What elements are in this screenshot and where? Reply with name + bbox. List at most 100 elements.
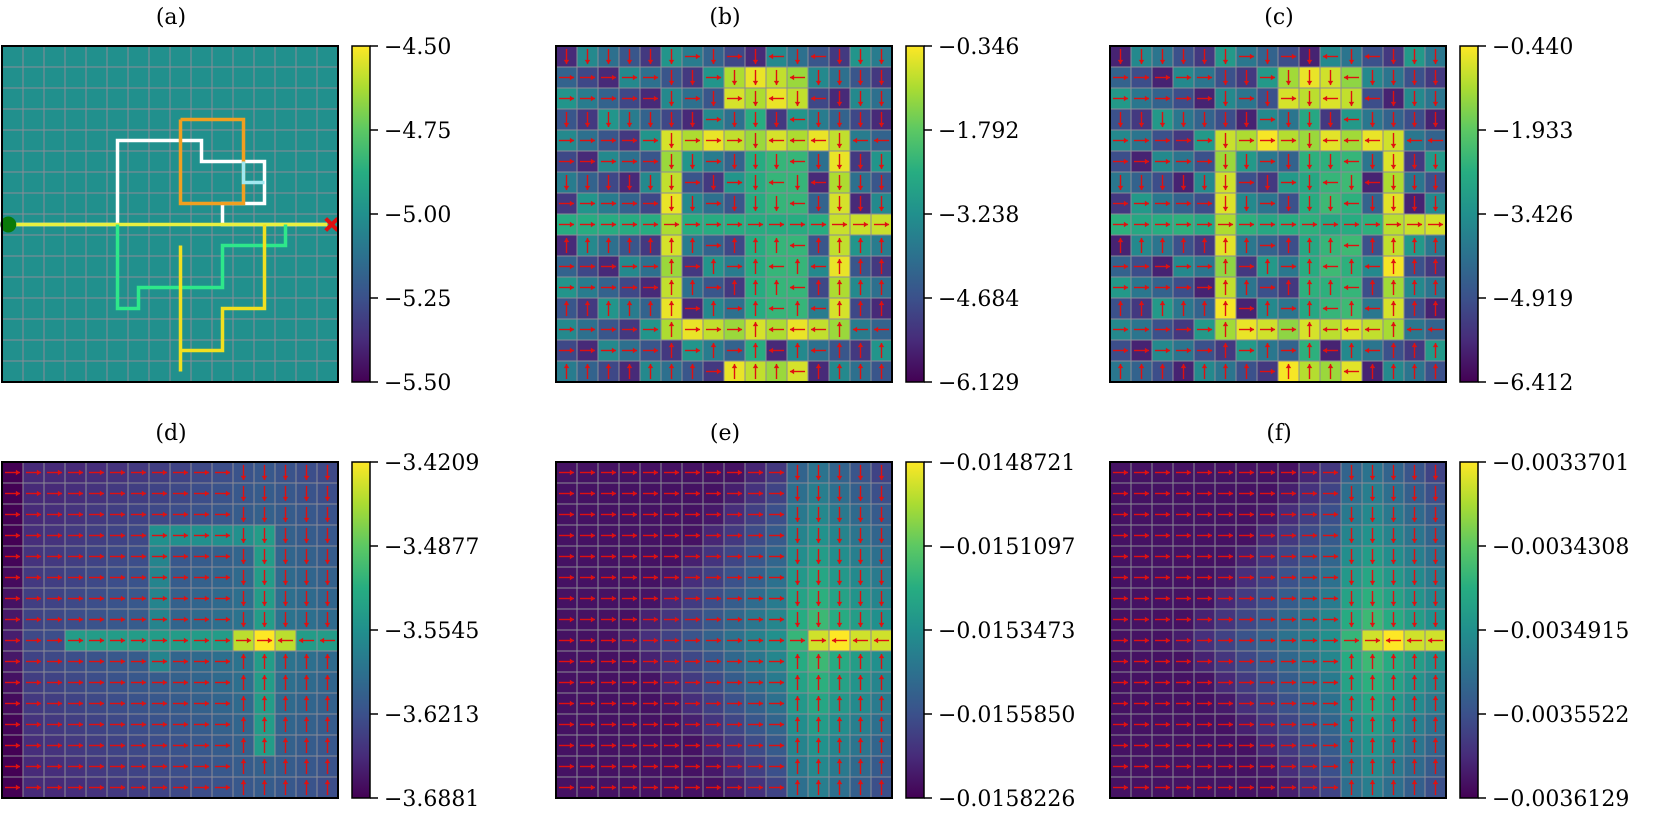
policy-arrowhead: [1117, 300, 1124, 306]
policy-arrowhead: [1207, 284, 1213, 291]
policy-arrowhead: [261, 779, 268, 785]
policy-arrowhead: [668, 59, 675, 65]
policy-arrowhead: [1270, 469, 1276, 476]
policy-arrowhead: [1306, 321, 1313, 327]
policy-arrowhead: [1432, 496, 1439, 502]
policy-arrowhead: [737, 469, 743, 476]
policy-arrowhead: [857, 737, 864, 743]
policy-arrowhead: [282, 559, 289, 565]
policy-arrowhead: [1228, 742, 1234, 749]
panel-title-a: (a): [156, 5, 186, 30]
heatmap-cell: [128, 109, 150, 131]
heatmap-cell: [86, 298, 108, 320]
policy-arrowhead: [78, 721, 84, 728]
policy-arrowhead: [1249, 679, 1255, 686]
policy-arrowhead: [1432, 674, 1439, 680]
policy-arrowhead: [752, 185, 759, 191]
policy-arrowhead: [1186, 616, 1192, 623]
policy-arrowhead: [653, 326, 659, 333]
heatmap-cell: [233, 340, 255, 362]
heatmap-cell: [65, 256, 87, 278]
policy-arrowhead: [773, 122, 780, 128]
policy-arrowhead: [1186, 574, 1192, 581]
policy-arrowhead: [1207, 553, 1213, 560]
policy-arrowhead: [1291, 53, 1297, 60]
policy-arrowhead: [1243, 237, 1250, 243]
policy-arrowhead: [569, 763, 575, 770]
policy-arrowhead: [1270, 784, 1276, 791]
policy-arrowhead: [225, 637, 231, 644]
policy-arrowhead: [1411, 122, 1418, 128]
policy-arrowhead: [836, 475, 843, 481]
policy-arrowhead: [1186, 700, 1192, 707]
policy-arrowhead: [1249, 784, 1255, 791]
policy-arrowhead: [1432, 300, 1439, 306]
heatmap-cell: [296, 319, 318, 341]
policy-arrowhead: [1291, 347, 1297, 354]
policy-arrowhead: [204, 700, 210, 707]
policy-arrowhead: [240, 580, 247, 586]
policy-arrowhead: [1165, 347, 1171, 354]
policy-arrowhead: [779, 658, 785, 665]
policy-arrowhead: [1348, 300, 1355, 306]
policy-arrowhead: [653, 532, 659, 539]
policy-arrowhead: [605, 185, 612, 191]
plot-frame: [555, 45, 893, 383]
policy-arrowhead: [632, 553, 638, 560]
policy-arrowhead: [240, 758, 247, 764]
policy-arrowhead: [710, 258, 717, 264]
policy-arrowhead: [120, 721, 126, 728]
policy-arrowhead: [1117, 122, 1124, 128]
policy-arrowhead: [779, 763, 785, 770]
policy-arrowhead: [1343, 116, 1349, 123]
policy-arrowhead: [668, 143, 675, 149]
heatmap-cell: [233, 277, 255, 299]
policy-arrowhead: [261, 538, 268, 544]
policy-arrowhead: [752, 164, 759, 170]
policy-arrowhead: [779, 574, 785, 581]
heatmap-cell: [65, 277, 87, 299]
heatmap-cell: [128, 172, 150, 194]
policy-arrowhead: [1186, 679, 1192, 686]
policy-arrowhead: [1306, 279, 1313, 285]
policy-arrowhead: [1312, 784, 1318, 791]
colorbar: [1459, 461, 1479, 799]
policy-arrowhead: [1369, 279, 1376, 285]
policy-arrowhead: [1348, 622, 1355, 628]
policy-arrowhead: [1159, 300, 1166, 306]
heatmap-cell: [44, 130, 66, 152]
policy-arrowhead: [590, 532, 596, 539]
policy-arrowhead: [810, 95, 816, 102]
policy-arrowhead: [1348, 737, 1355, 743]
policy-arrowhead: [815, 475, 822, 481]
panel-title-e: (e): [710, 421, 740, 446]
policy-arrowhead: [1369, 475, 1376, 481]
policy-arrowhead: [1186, 137, 1192, 144]
policy-arrowhead: [1375, 637, 1381, 644]
policy-arrowhead: [647, 122, 654, 128]
colorbar-tick-label: −6.129: [938, 371, 1019, 396]
policy-arrowhead: [789, 242, 795, 249]
policy-arrowhead: [794, 758, 801, 764]
policy-arrowhead: [1348, 101, 1355, 107]
colorbar-tick-label: −0.0155850: [938, 703, 1075, 728]
policy-arrowhead: [878, 674, 885, 680]
policy-arrowhead: [183, 742, 189, 749]
heatmap-cell: [317, 256, 339, 278]
policy-arrowhead: [752, 206, 759, 212]
policy-arrowhead: [689, 80, 696, 86]
policy-arrowhead: [1165, 511, 1171, 518]
policy-arrowhead: [1270, 158, 1276, 165]
policy-arrowhead: [605, 59, 612, 65]
policy-arrowhead: [1348, 716, 1355, 722]
policy-arrowhead: [1411, 737, 1418, 743]
policy-arrowhead: [1144, 158, 1150, 165]
policy-arrowhead: [653, 511, 659, 518]
heatmap-cell: [23, 235, 45, 257]
heatmap-cell: [2, 235, 24, 257]
policy-arrowhead: [590, 700, 596, 707]
policy-arrowhead: [836, 279, 843, 285]
heatmap-cell: [149, 46, 171, 68]
policy-arrowhead: [878, 496, 885, 502]
policy-arrowhead: [794, 517, 801, 523]
